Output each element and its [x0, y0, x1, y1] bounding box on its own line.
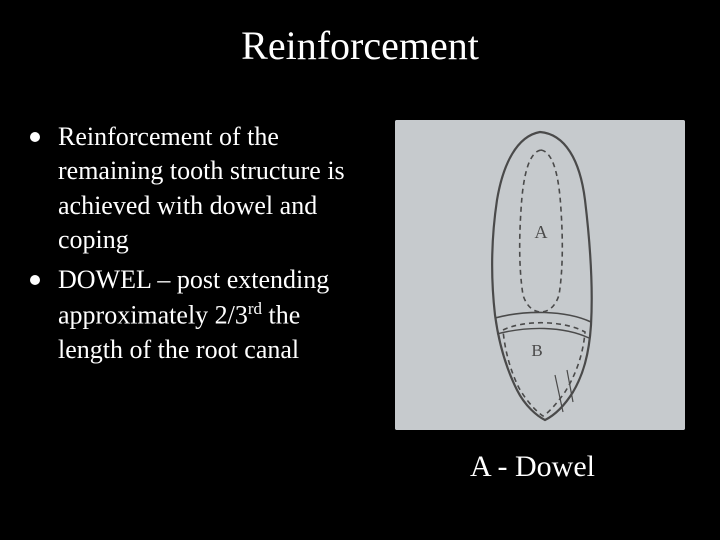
bullet-text: Reinforcement of the remaining tooth str… — [58, 120, 370, 257]
bullet-icon — [30, 275, 40, 285]
label-b: B — [531, 341, 542, 360]
list-item: DOWEL – post extending approximately 2/3… — [30, 263, 370, 367]
tooth-svg: A B — [395, 120, 685, 430]
slide: Reinforcement Reinforcement of the remai… — [0, 0, 720, 540]
bullet-list: Reinforcement of the remaining tooth str… — [30, 120, 370, 373]
list-item: Reinforcement of the remaining tooth str… — [30, 120, 370, 257]
bullet-icon — [30, 132, 40, 142]
slide-title: Reinforcement — [0, 22, 720, 69]
tooth-diagram: A B — [395, 120, 685, 430]
bullet-text: DOWEL – post extending approximately 2/3… — [58, 263, 370, 367]
label-a: A — [535, 222, 548, 242]
figure-caption: A - Dowel — [470, 450, 595, 484]
